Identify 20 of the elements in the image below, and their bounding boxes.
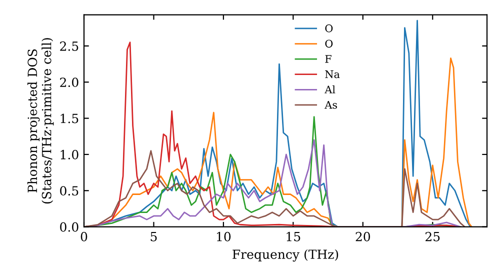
- x-axis-title: Frequency (THz): [232, 249, 338, 262]
- legend-label: F: [325, 55, 332, 63]
- x-tick-label: 10: [217, 232, 231, 242]
- x-tick-label: 5: [150, 232, 157, 242]
- x-tick-label: 15: [286, 232, 300, 242]
- x-tick-label: 0: [80, 232, 88, 242]
- y-tick-label: 0.5: [60, 186, 78, 196]
- legend-label: As: [324, 100, 337, 109]
- y-tick-label: 0.0: [60, 222, 78, 232]
- y-tick-label: 2.5: [60, 41, 78, 51]
- y-tick-label: 2.0: [60, 78, 78, 88]
- legend-label: Na: [325, 70, 340, 78]
- legend-label: O: [325, 24, 333, 32]
- legend-label: Al: [324, 85, 336, 94]
- y-tick-label: 1.5: [60, 114, 78, 124]
- legend-label: O: [325, 40, 333, 48]
- x-tick-label: 20: [356, 232, 370, 242]
- y-tick-label: 1.0: [60, 150, 78, 160]
- x-tick-label: 25: [426, 232, 440, 242]
- y-axis-title: Phonon projected DOS (States/THz·primitive cell): [27, 38, 54, 204]
